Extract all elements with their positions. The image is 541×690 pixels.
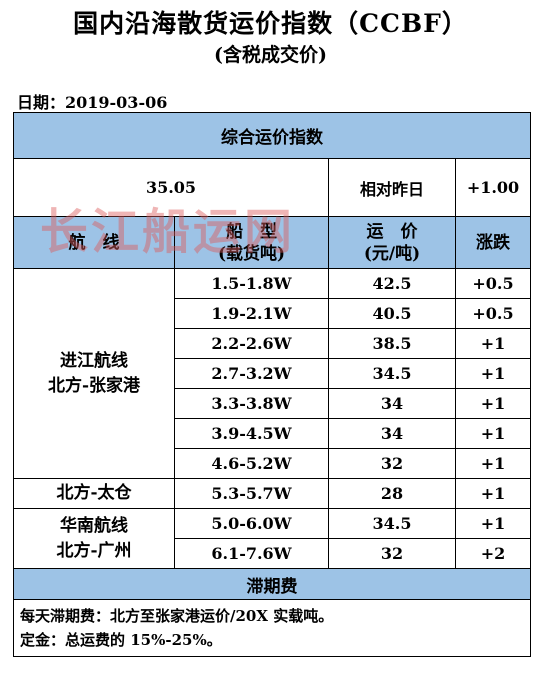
composite-index-change: +1.00 — [455, 158, 531, 217]
route-cell: 进江航线北方-张家港 — [13, 268, 175, 479]
price-cell: 28 — [328, 478, 456, 509]
price-header-line2: (元/吨) — [363, 243, 421, 264]
change-cell: +1 — [455, 508, 531, 539]
table-row: 3.9-4.5W 34 +1 — [14, 418, 531, 449]
price-cell: 42.5 — [328, 268, 456, 299]
note-line: 每天滞期费：北方至张家港运价/20X 实载吨。 — [20, 607, 334, 625]
ship-type-cell: 6.1-7.6W — [174, 538, 329, 569]
table-row: 进江航线 北方-张家港 1.5-1.8W 42.5 +0.5 — [13, 268, 531, 479]
ship-type-cell: 4.6-5.2W — [174, 448, 329, 479]
table-row: 6.1-7.6W 32 +2 — [14, 538, 531, 569]
change-cell: +1 — [455, 328, 531, 359]
change-header: 涨跌 — [455, 216, 531, 269]
ship-type-cell: 3.9-4.5W — [174, 418, 329, 449]
change-cell: +1 — [455, 478, 531, 509]
ship-type-cell: 5.3-5.7W — [174, 478, 329, 509]
demurrage-title: 滞期费 — [13, 568, 531, 600]
page-title: 国内沿海散货运价指数（CCBF） — [73, 9, 468, 38]
route-line2: 北方-广州 — [56, 540, 132, 561]
price-header-line1: 运 价 — [366, 221, 418, 242]
route-cell: 北方-太仓 — [13, 478, 175, 509]
note-line: 定金：总运费的 15%-25%。 — [20, 631, 222, 649]
compare-label: 相对昨日 — [328, 158, 456, 217]
ship-type-cell: 1.9-2.1W — [174, 298, 329, 329]
price-cell: 32 — [328, 538, 456, 569]
date-label: 日期：2019-03-06 — [17, 93, 168, 112]
route-line2: 北方-张家港 — [47, 375, 141, 396]
price-cell: 34.5 — [328, 358, 456, 389]
ship-type-header-line1: 船 型 — [226, 221, 277, 242]
ship-type-header-line2: (载货吨) — [217, 243, 286, 264]
ship-type-cell: 2.7-3.2W — [174, 358, 329, 389]
ship-type-cell: 2.2-2.6W — [174, 328, 329, 359]
ship-type-cell: 5.0-6.0W — [174, 508, 329, 539]
page-subtitle: (含税成交价) — [214, 44, 327, 66]
ship-type-cell: 3.3-3.8W — [174, 388, 329, 419]
composite-index-value: 35.05 — [13, 158, 329, 217]
change-cell: +0.5 — [455, 268, 531, 299]
price-cell: 40.5 — [328, 298, 456, 329]
table-row: 2.2-2.6W 38.5 +1 — [14, 328, 531, 359]
price-cell: 38.5 — [328, 328, 456, 359]
route-line1: 北方-太仓 — [56, 483, 132, 503]
route-line1: 进江航线 — [60, 350, 128, 371]
change-cell: +2 — [455, 538, 531, 569]
table-row: 华南航线 北方-广州 5.0-6.0W 34.5 +1 — [13, 508, 531, 569]
change-cell: +1 — [455, 418, 531, 449]
price-cell: 34 — [328, 418, 456, 449]
notes-cell: 每天滞期费：北方至张家港运价/20X 实载吨。 定金：总运费的 15%-25%。 — [13, 599, 531, 657]
ship-type-header: 船 型 (载货吨) — [174, 216, 329, 269]
change-cell: +1 — [455, 388, 531, 419]
ship-type-cell: 1.5-1.8W — [174, 268, 329, 299]
table-row: 北方-太仓 5.3-5.7W 28 +1 — [13, 478, 531, 509]
table-row: 4.6-5.2W 32 +1 — [14, 448, 531, 479]
table-row: 1.9-2.1W 40.5 +0.5 — [14, 298, 531, 329]
change-cell: +0.5 — [455, 298, 531, 329]
price-header: 运 价 (元/吨) — [328, 216, 456, 269]
change-cell: +1 — [455, 448, 531, 479]
price-cell: 34 — [328, 388, 456, 419]
table-row: 3.3-3.8W 34 +1 — [14, 388, 531, 419]
route-line1: 华南航线 — [60, 515, 128, 536]
freight-index-table: 综合运价指数 35.05 相对昨日 +1.00 航 线 船 型 (载货吨) 运 价… — [13, 112, 531, 657]
route-header: 航 线 — [13, 216, 175, 269]
price-cell: 34.5 — [328, 508, 456, 539]
route-cell: 华南航线北方-广州 — [13, 508, 175, 569]
change-cell: +1 — [455, 358, 531, 389]
price-cell: 32 — [328, 448, 456, 479]
table-row: 2.7-3.2W 34.5 +1 — [14, 358, 531, 389]
section-title: 综合运价指数 — [13, 112, 531, 159]
